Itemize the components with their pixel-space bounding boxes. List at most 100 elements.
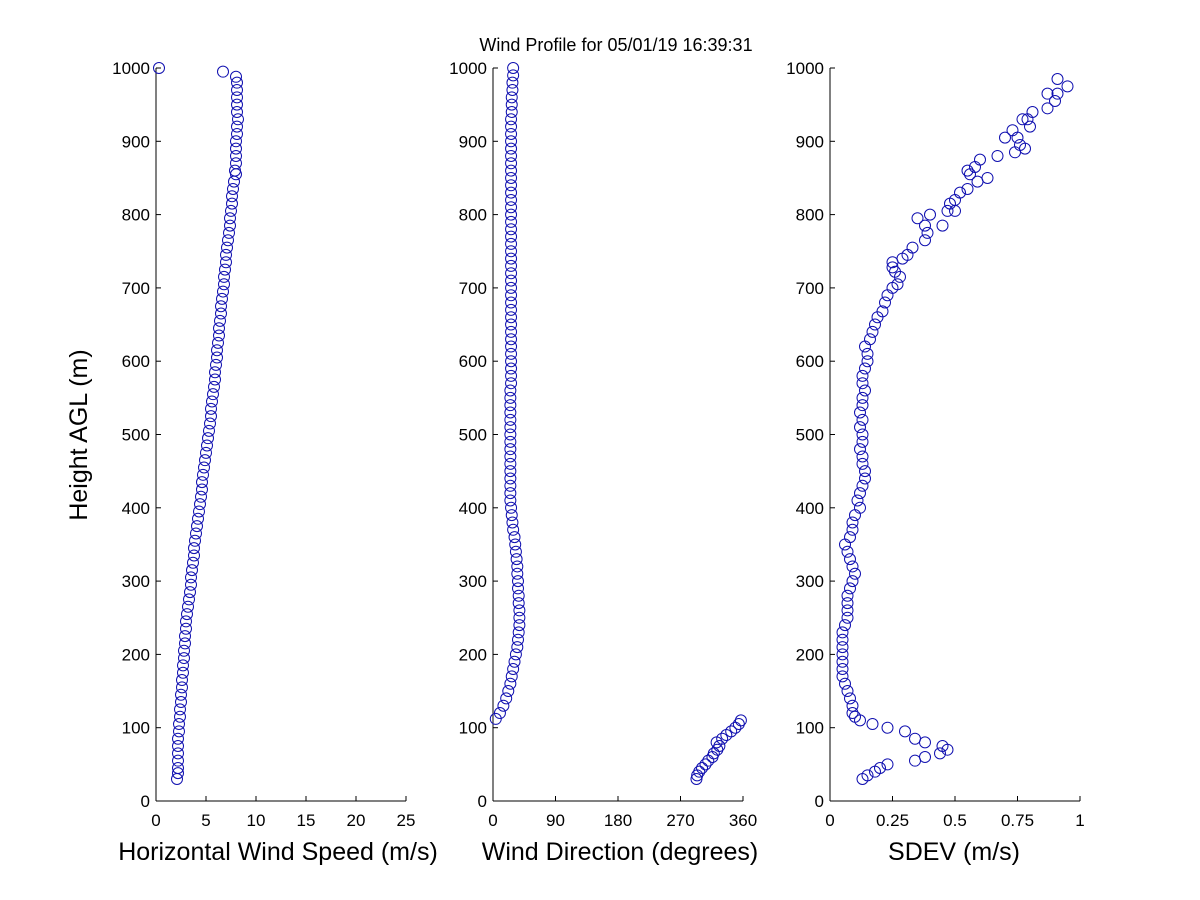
data-point — [505, 120, 518, 133]
data-point — [171, 773, 183, 786]
data-point — [177, 666, 189, 679]
data-point — [181, 608, 193, 621]
data-point — [513, 604, 526, 617]
data-point — [505, 501, 518, 514]
x-tick-label: 5 — [201, 811, 210, 830]
y-axis-label: Height AGL (m) — [65, 349, 93, 520]
y-tick-label: 600 — [122, 352, 150, 371]
data-point — [1021, 113, 1034, 126]
data-point — [509, 545, 522, 558]
data-point — [174, 710, 186, 723]
data-point — [173, 718, 185, 731]
y-tick-label: 100 — [459, 719, 487, 738]
data-point — [999, 131, 1011, 144]
data-point — [1009, 146, 1021, 159]
data-point — [506, 83, 519, 96]
data-point — [511, 560, 524, 573]
y-tick-label: 800 — [459, 206, 487, 225]
data-point — [211, 344, 223, 357]
data-point — [854, 487, 866, 500]
x-tick-label: 90 — [546, 811, 565, 830]
y-tick-label: 800 — [796, 206, 824, 225]
data-point — [201, 439, 213, 452]
data-point — [856, 399, 869, 412]
data-point — [971, 175, 984, 188]
y-tick-label: 900 — [796, 132, 824, 151]
data-point — [231, 91, 243, 104]
data-point — [176, 681, 188, 694]
data-point — [859, 340, 871, 353]
data-point — [879, 296, 891, 309]
data-point — [949, 204, 961, 217]
panel-2: 0 100 200 300 400 500 600 700 800 900 1000 0 90 180 27… — [449, 59, 758, 866]
data-point — [509, 648, 522, 661]
y-tick-label: 700 — [459, 279, 487, 298]
data-point — [505, 296, 518, 309]
data-point — [200, 446, 212, 459]
y-tick-label: 1000 — [449, 59, 487, 78]
data-point — [230, 70, 242, 83]
data-point — [505, 186, 518, 199]
data-point — [506, 516, 519, 529]
x-tick-label: 15 — [297, 811, 316, 830]
data-point — [217, 285, 229, 298]
data-point — [504, 443, 517, 456]
data-point — [505, 670, 518, 683]
data-point — [196, 483, 208, 496]
data-point — [991, 149, 1004, 162]
data-point — [172, 732, 184, 745]
data-point — [504, 413, 517, 426]
data-point — [846, 523, 859, 536]
data-point — [841, 685, 854, 698]
data-point — [177, 659, 189, 672]
data-point — [231, 105, 243, 118]
data-point — [207, 388, 219, 401]
data-point — [180, 615, 192, 628]
data-point — [1011, 131, 1024, 144]
data-point — [859, 362, 871, 375]
data-point — [846, 707, 859, 720]
data-point — [208, 380, 220, 393]
data-point — [220, 256, 232, 269]
data-point — [212, 336, 224, 349]
data-point — [836, 663, 849, 676]
data-point — [504, 465, 517, 478]
data-point — [193, 505, 205, 518]
data-point — [186, 564, 198, 577]
data-point — [854, 421, 866, 434]
data-point — [191, 520, 203, 533]
data-point — [505, 355, 518, 368]
data-point — [710, 736, 723, 749]
data-point — [210, 358, 222, 371]
data-point — [209, 366, 221, 379]
data-point — [505, 142, 518, 155]
data-point — [204, 417, 216, 430]
x-tick-label: 10 — [247, 811, 266, 830]
data-point — [505, 252, 518, 265]
data-point — [504, 406, 517, 419]
data-point — [214, 314, 226, 327]
data-point — [844, 553, 856, 566]
y-tick-label: 500 — [796, 426, 824, 445]
data-point — [841, 589, 854, 602]
data-point — [198, 461, 210, 474]
data-point — [859, 472, 871, 485]
data-point — [921, 226, 934, 239]
data-point — [841, 604, 854, 617]
data-point — [221, 241, 233, 254]
x-tick-label: 1 — [1075, 811, 1084, 830]
data-point — [505, 347, 518, 360]
data-point — [211, 351, 223, 364]
data-point — [911, 212, 924, 225]
x-tick-label: 180 — [604, 811, 632, 830]
x-tick-label: 0.5 — [943, 811, 967, 830]
x-axis-label: Horizontal Wind Speed (m/s) — [118, 838, 438, 866]
data-point — [215, 300, 227, 313]
data-point — [227, 182, 239, 195]
data-point — [690, 773, 703, 786]
data-point — [184, 586, 196, 599]
data-point — [866, 325, 879, 338]
data-point — [500, 692, 513, 705]
data-point — [861, 347, 874, 360]
